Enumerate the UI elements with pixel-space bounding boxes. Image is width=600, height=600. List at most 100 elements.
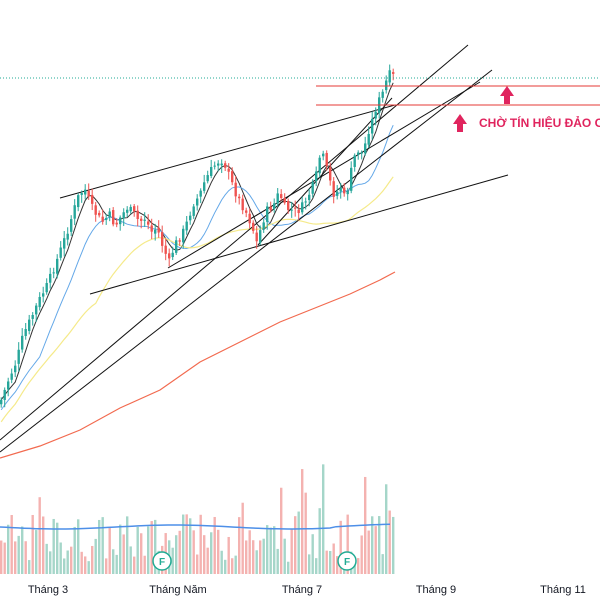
- x-tick-label: Tháng 3: [28, 584, 68, 596]
- candle-body: [143, 219, 146, 221]
- volume-bar: [24, 541, 27, 574]
- event-marker-circle: [337, 551, 357, 571]
- volume-bar: [45, 543, 48, 574]
- ma-short-line: [0, 82, 394, 401]
- volume-bar: [108, 527, 111, 574]
- trendline: [167, 81, 481, 269]
- candle-body: [245, 210, 248, 213]
- candle-body: [357, 152, 360, 155]
- candle-body: [294, 207, 297, 209]
- volume-bar: [77, 519, 80, 574]
- x-tick-label: Tháng 7: [282, 584, 322, 596]
- candle-body: [227, 168, 230, 172]
- candle-body: [213, 165, 216, 167]
- volume-bar: [66, 550, 69, 574]
- candle-body: [280, 194, 283, 199]
- candle-body: [14, 365, 17, 373]
- volume-bar: [357, 558, 360, 574]
- volume-bar: [80, 551, 83, 574]
- candle-body: [140, 218, 143, 221]
- volume-bar: [147, 526, 150, 574]
- volume-bar: [59, 542, 62, 574]
- volume-bar: [17, 535, 20, 574]
- volume-bar: [203, 535, 206, 574]
- volume-bar: [122, 534, 125, 574]
- candle-body: [7, 381, 10, 390]
- volume-bar: [217, 529, 220, 574]
- volume-bar: [329, 551, 332, 574]
- candle-body: [196, 198, 199, 206]
- volume-bar: [238, 517, 241, 574]
- candle-body: [269, 206, 272, 211]
- volume-bar: [63, 558, 66, 574]
- candle-body: [339, 187, 342, 192]
- candle-body: [276, 193, 279, 204]
- ma-long-line: [0, 176, 394, 423]
- candle-body: [203, 182, 206, 191]
- x-tick-label: Tháng Năm: [149, 584, 206, 596]
- candle-body: [238, 196, 241, 199]
- volume-bar: [224, 559, 227, 574]
- candle-body: [290, 209, 293, 211]
- candle-body: [126, 209, 129, 213]
- event-marker-label: F: [344, 557, 350, 568]
- candle-body: [63, 238, 66, 249]
- volume-bar: [94, 538, 97, 574]
- candle-body: [318, 157, 321, 174]
- volume-bar: [318, 508, 321, 574]
- candle-body: [42, 293, 45, 297]
- candle-body: [157, 227, 160, 233]
- volume-bar: [259, 540, 262, 574]
- volume-bar: [38, 497, 41, 574]
- candle-body: [297, 209, 300, 214]
- candle-body: [360, 152, 363, 154]
- event-markers-layer: F F: [152, 551, 357, 571]
- candle-body: [133, 206, 136, 212]
- trendline: [0, 69, 493, 453]
- volume-bar: [283, 538, 286, 574]
- volume-bar: [252, 540, 255, 574]
- volume-bar: [301, 469, 304, 574]
- candle-body: [136, 210, 139, 220]
- candle-body: [206, 175, 209, 182]
- up-arrow-icon: [453, 114, 467, 132]
- trendlines-layer: [0, 44, 509, 453]
- trendline: [257, 97, 393, 246]
- candle-body: [311, 181, 314, 194]
- trendline: [59, 104, 396, 199]
- candle-body: [150, 225, 153, 232]
- volume-bar: [297, 511, 300, 574]
- candle-body: [199, 190, 202, 197]
- candle-body: [241, 198, 244, 211]
- volume-bar: [255, 550, 258, 574]
- volume-bar: [136, 526, 139, 574]
- volume-bar: [196, 554, 199, 574]
- volume-bar: [42, 516, 45, 574]
- candle-body: [35, 305, 38, 315]
- candle-body: [119, 217, 122, 225]
- candle-body: [49, 273, 52, 283]
- candle-body: [287, 201, 290, 210]
- candle-body: [234, 182, 237, 197]
- candle-body: [343, 187, 346, 194]
- candle-body: [346, 190, 349, 195]
- volume-bar: [367, 530, 370, 574]
- volume-bar: [3, 542, 6, 574]
- candle-body: [301, 202, 304, 213]
- candle-body: [220, 163, 223, 166]
- candle-body: [371, 118, 374, 134]
- volume-bar: [339, 520, 342, 574]
- volume-bar: [392, 516, 395, 574]
- volume-bar: [220, 550, 223, 574]
- levels-layer: [0, 77, 600, 106]
- volume-bar: [31, 514, 34, 574]
- candle-body: [259, 230, 262, 243]
- volume-bar: [182, 514, 185, 574]
- volume-bar: [178, 530, 181, 574]
- candle-body: [66, 233, 69, 240]
- volume-bar: [308, 554, 311, 574]
- candle-body: [322, 153, 325, 157]
- candle-body: [161, 232, 164, 246]
- candle-body: [178, 240, 181, 242]
